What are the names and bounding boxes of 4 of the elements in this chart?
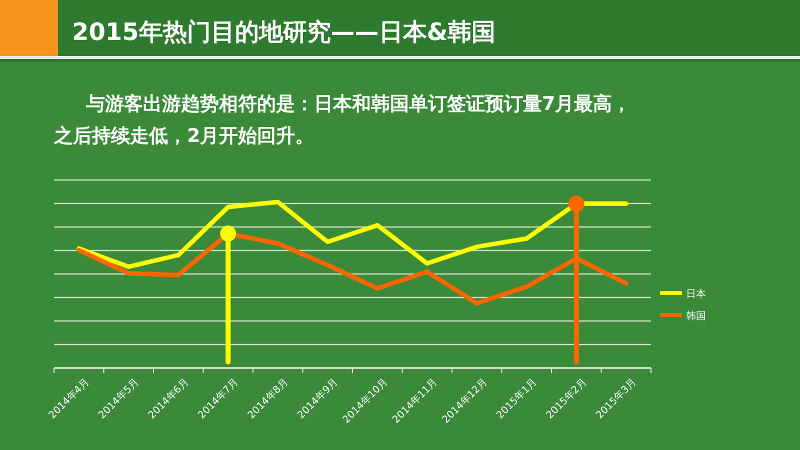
legend-label: 韩国: [686, 310, 706, 322]
chart-title: 2015年热门目的地研究——日本&韩国: [72, 18, 496, 46]
legend-label: 日本: [686, 288, 706, 300]
chart-subtitle: 与游客出游趋势相符的是：日本和韩国单订签证预订量7月最高，之后持续走低，2月开始回升。: [53, 93, 632, 147]
